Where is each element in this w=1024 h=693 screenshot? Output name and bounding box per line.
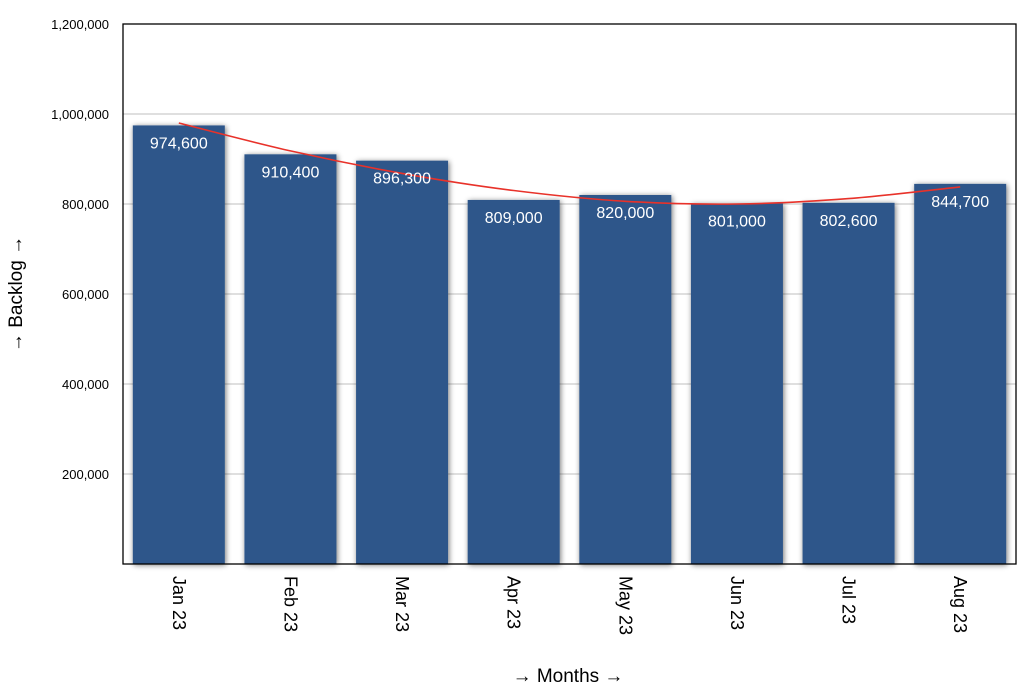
trendline-layer	[178, 122, 961, 205]
x-tick-label: Jan 23	[169, 576, 189, 630]
bar-value-label: 974,600	[150, 135, 208, 152]
bar-value-label: 801,000	[708, 214, 766, 231]
bar-value-label: 844,700	[931, 194, 989, 211]
bar-value-label: 896,300	[373, 171, 431, 188]
bar	[802, 202, 895, 564]
y-tick-label: 600,000	[62, 287, 109, 302]
bars	[132, 125, 1007, 565]
x-tick-label: Feb 23	[280, 576, 300, 632]
bar	[244, 154, 337, 564]
bar-value-label: 820,000	[596, 205, 654, 222]
y-tick-label: 400,000	[62, 377, 109, 392]
bar	[467, 199, 560, 564]
x-tick-label: Jun 23	[727, 576, 747, 630]
bar	[356, 160, 449, 565]
bar	[914, 183, 1007, 564]
bar	[132, 125, 225, 565]
x-tick-label: Aug 23	[950, 576, 970, 633]
y-axis-ticks: 200,000 400,000 600,000 800,000 1,000,000 1,2…	[51, 17, 109, 482]
bar-value-label: 910,400	[262, 164, 320, 181]
x-axis-ticks: Jan 23 Feb 23 Mar 23 Apr 23 May 23 Jun 23 Jul …	[169, 576, 970, 635]
bar	[690, 203, 783, 565]
trendline	[178, 122, 961, 205]
y-tick-label: 1,000,000	[51, 107, 109, 122]
bar-value-label: 802,600	[820, 213, 878, 230]
y-tick-label: 1,200,000	[51, 17, 109, 32]
y-axis-title: → Backlog →	[6, 236, 27, 352]
data-labels: 974,600 910,400 896,300 809,000 820,000 801,0…	[150, 135, 989, 230]
x-tick-label: Mar 23	[392, 576, 412, 632]
plot-frame	[122, 23, 1017, 565]
x-tick-label: Apr 23	[504, 576, 524, 629]
y-tick-label: 200,000	[62, 467, 109, 482]
x-axis-title: → Months →	[513, 666, 624, 687]
bar-value-label: 809,000	[485, 210, 543, 227]
x-tick-label: May 23	[615, 576, 635, 635]
x-tick-label: Jul 23	[839, 576, 859, 624]
y-tick-label: 800,000	[62, 197, 109, 212]
bar	[579, 195, 672, 564]
